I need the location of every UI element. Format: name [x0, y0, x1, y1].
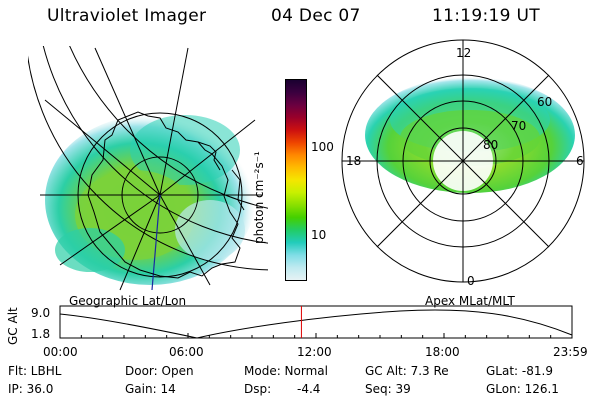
geo-map-label: Geographic Lat/Lon	[69, 294, 187, 308]
coastline	[87, 111, 241, 279]
gain-info: Gain: 14	[125, 382, 176, 396]
dsp-label: Dsp:	[244, 382, 272, 396]
instrument-title: Ultraviolet Imager	[47, 6, 207, 26]
gc-alt-info: GC Alt: 7.3 Re	[365, 364, 449, 378]
altitude-curve	[59, 309, 573, 339]
lat-label-60: 60	[537, 95, 553, 109]
filter-info: Flt: LBHL	[8, 364, 62, 378]
lat-label-80: 80	[483, 138, 499, 152]
colorbar-tick-10: 10	[311, 228, 327, 242]
mlt-label-0: 0	[467, 274, 475, 288]
seq-info: Seq: 39	[365, 382, 411, 396]
mlt-label-12: 12	[456, 46, 472, 60]
time-label: 11:19:19 UT	[432, 6, 540, 26]
mlt-label-6: 6	[576, 154, 584, 168]
dsp-value: -4.4	[297, 382, 321, 396]
altitude-xtick-0: 00:00	[43, 345, 78, 359]
colorbar-tick-100: 100	[311, 140, 334, 154]
altitude-xtick-4: 23:59	[553, 345, 588, 359]
door-info: Door: Open	[125, 364, 194, 378]
glon-info: GLon: 126.1	[486, 382, 559, 396]
glat-info: GLat: -81.9	[486, 364, 553, 378]
date-label: 04 Dec 07	[271, 6, 361, 26]
altitude-x-ticks	[59, 333, 573, 338]
colorbar	[285, 79, 307, 281]
lat-label-70: 70	[511, 119, 527, 133]
mode-info: Mode: Normal	[244, 364, 328, 378]
altitude-xtick-1: 06:00	[169, 345, 204, 359]
altitude-ytick-top: 9.0	[31, 306, 51, 320]
altitude-ylabel: GC Alt	[6, 307, 20, 345]
altitude-xtick-3: 18:00	[425, 345, 460, 359]
colorbar-label: photon cm⁻²s⁻¹	[252, 151, 266, 244]
mlt-label-18: 18	[346, 154, 362, 168]
ip-info: IP: 36.0	[8, 382, 54, 396]
altitude-ytick-bottom: 1.8	[31, 327, 51, 341]
polar-map-label: Apex MLat/MLT	[425, 294, 515, 308]
altitude-xtick-2: 12:00	[297, 345, 332, 359]
